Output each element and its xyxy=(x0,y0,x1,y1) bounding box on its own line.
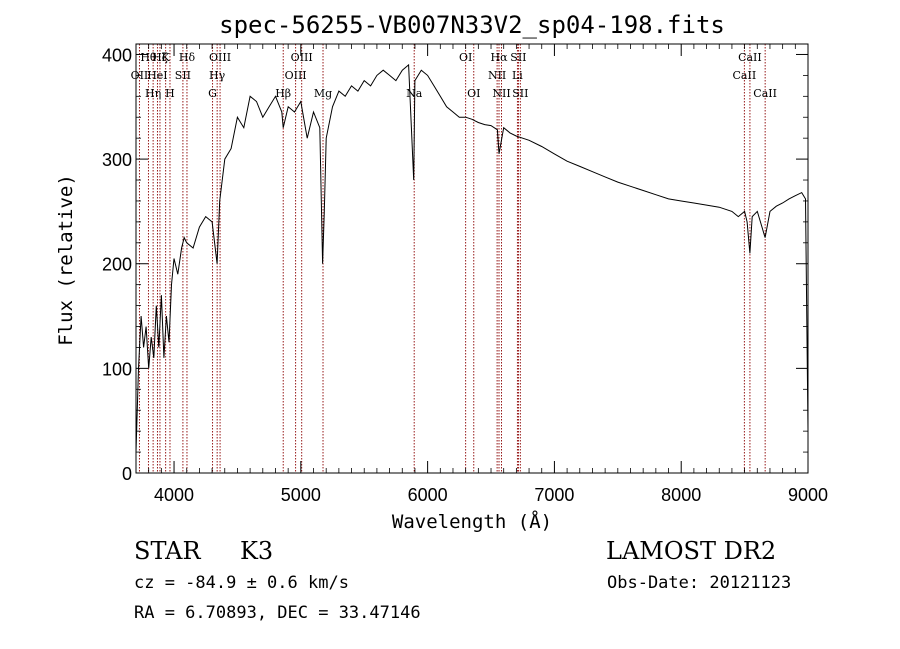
object-class: STAR xyxy=(134,537,201,565)
line-marker-label: CaII xyxy=(733,69,757,82)
line-marker-label: Hζ xyxy=(152,51,168,64)
line-marker-label: SII xyxy=(512,87,528,100)
emission-line-markers xyxy=(138,44,766,473)
line-marker-label: CaII xyxy=(753,87,777,100)
observation-date: Obs-Date: 20121123 xyxy=(607,573,792,593)
ra-dec: RA = 6.70893, DEC = 33.47146 xyxy=(134,603,421,623)
line-marker-label: OIII xyxy=(209,51,231,64)
x-tick-label: 8000 xyxy=(661,485,701,505)
line-marker-label: K xyxy=(162,51,171,64)
line-marker-label: OI xyxy=(467,87,480,100)
x-tick-label: 7000 xyxy=(534,485,574,505)
x-tick-label: 6000 xyxy=(408,485,448,505)
line-marker-label: Hδ xyxy=(179,51,196,64)
y-axis-label: Flux (relative) xyxy=(55,174,77,346)
y-tick-label: 100 xyxy=(102,359,132,379)
line-marker-label: NII xyxy=(492,87,510,100)
line-marker-label: Hη xyxy=(145,87,161,100)
line-marker-label: CaII xyxy=(738,51,762,64)
x-tick-label: 5000 xyxy=(281,485,321,505)
plot-frame xyxy=(135,43,809,474)
line-marker-label: OIII xyxy=(285,69,307,82)
y-tick-label: 400 xyxy=(102,45,132,65)
line-marker-label: NII xyxy=(488,69,506,82)
y-tick-label: 300 xyxy=(102,150,132,170)
line-marker-label: Hα xyxy=(490,51,508,64)
x-tick-label: 4000 xyxy=(154,485,194,505)
line-marker-label: OI xyxy=(459,51,472,64)
y-axis-ticks: 0 100 200 300 400 xyxy=(102,45,808,484)
line-marker-label: HeI xyxy=(147,69,167,82)
line-marker-label: SII xyxy=(510,51,526,64)
line-marker-label: Hγ xyxy=(209,69,226,82)
object-subclass: K3 xyxy=(240,537,274,565)
survey-release: LAMOST DR2 xyxy=(606,537,777,565)
line-marker-label: SII xyxy=(175,69,191,82)
line-marker-label: H xyxy=(165,87,175,100)
x-tick-label: 9000 xyxy=(788,485,828,505)
line-marker-label: Li xyxy=(512,69,523,82)
line-marker-label: OIII xyxy=(291,51,313,64)
x-axis-label: Wavelength (Å) xyxy=(392,510,552,533)
line-marker-label: Hβ xyxy=(275,87,291,100)
redshift-cz: cz = -84.9 ± 0.6 km/s xyxy=(134,573,349,593)
spectrum-line xyxy=(135,63,809,453)
line-marker-label: Mg xyxy=(314,87,332,100)
y-tick-label: 200 xyxy=(102,255,132,275)
line-marker-label: G xyxy=(208,87,217,100)
x-axis-ticks: 4000 5000 6000 7000 8000 9000 xyxy=(135,44,828,505)
chart-title: spec-56255-VB007N33V2_sp04-198.fits xyxy=(219,11,725,39)
y-tick-label: 0 xyxy=(122,464,132,484)
